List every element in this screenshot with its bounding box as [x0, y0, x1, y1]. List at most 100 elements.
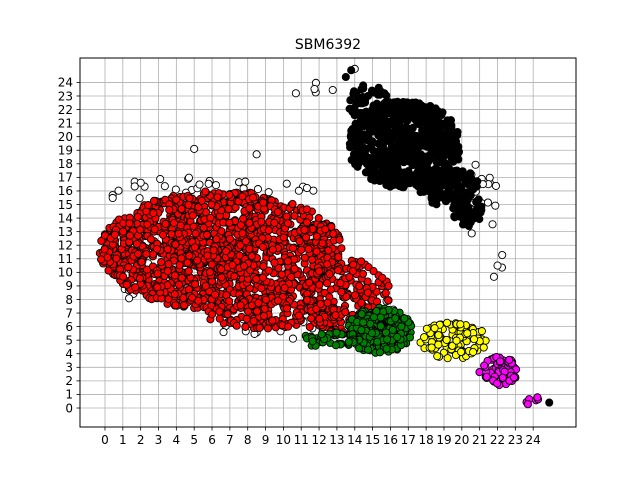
data-point — [232, 321, 241, 330]
data-point — [384, 296, 393, 305]
y-tick-label: 22 — [58, 103, 73, 117]
data-point — [259, 198, 268, 207]
data-point — [294, 186, 303, 195]
data-point — [376, 313, 385, 322]
y-tick-label: 3 — [65, 361, 73, 375]
data-point — [302, 183, 312, 193]
y-tick-label: 4 — [65, 347, 73, 361]
data-point — [156, 175, 165, 184]
data-point — [288, 244, 298, 253]
data-point — [174, 280, 184, 289]
data-point — [523, 400, 532, 409]
data-point — [125, 231, 135, 240]
data-point — [433, 148, 442, 157]
data-point — [132, 239, 141, 249]
data-point — [359, 84, 368, 93]
data-point — [217, 273, 226, 282]
data-point — [475, 368, 484, 377]
data-point — [442, 335, 451, 344]
y-tick-label: 24 — [58, 76, 73, 90]
data-point — [331, 311, 340, 320]
data-point — [253, 307, 262, 316]
data-point — [177, 204, 186, 213]
data-point — [395, 121, 404, 130]
data-point — [393, 180, 402, 189]
data-point — [288, 334, 298, 343]
data-point — [375, 348, 385, 357]
data-point — [225, 190, 234, 199]
data-point — [308, 255, 317, 264]
data-point — [498, 250, 507, 260]
data-point — [347, 66, 356, 75]
data-point — [379, 164, 388, 173]
chart-title: SBM6392 — [295, 37, 361, 53]
x-tick-label: 1 — [119, 433, 127, 447]
data-point — [433, 352, 442, 361]
data-point — [191, 229, 200, 238]
data-point — [420, 333, 429, 342]
data-point — [283, 257, 292, 266]
data-point — [334, 266, 343, 275]
data-point — [158, 230, 168, 239]
data-point — [163, 267, 172, 276]
data-point — [245, 204, 254, 213]
data-point — [393, 333, 402, 342]
data-point — [253, 185, 263, 194]
data-point — [209, 246, 218, 255]
data-point — [282, 212, 291, 221]
y-tick-label: 1 — [65, 388, 73, 402]
data-point — [326, 285, 335, 294]
data-point — [241, 237, 250, 246]
x-tick-label: 24 — [526, 433, 541, 447]
data-point — [205, 268, 215, 277]
data-point — [463, 329, 472, 338]
data-point — [224, 204, 233, 214]
data-point — [171, 240, 180, 249]
data-point — [206, 213, 215, 222]
data-point — [149, 209, 158, 218]
data-point — [355, 344, 364, 353]
x-tick-label: 18 — [418, 433, 433, 447]
data-point — [314, 214, 323, 223]
data-point — [223, 310, 232, 319]
data-point — [445, 177, 454, 186]
data-point — [183, 258, 192, 267]
data-point — [312, 232, 321, 241]
data-point — [353, 162, 362, 171]
data-point — [294, 311, 304, 320]
data-point — [316, 300, 325, 309]
data-point — [357, 298, 366, 307]
data-point — [284, 322, 293, 331]
data-point — [489, 272, 499, 281]
x-tick-label: 4 — [173, 433, 181, 447]
data-point — [125, 219, 134, 228]
data-point — [164, 260, 173, 269]
data-point — [307, 314, 316, 323]
data-point — [247, 252, 256, 261]
data-point — [131, 283, 140, 292]
x-tick-label: 11 — [294, 433, 309, 447]
data-point — [444, 120, 453, 129]
data-point — [125, 294, 134, 303]
y-tick-label: 9 — [65, 279, 73, 293]
data-point — [217, 265, 226, 274]
data-point — [369, 313, 379, 322]
data-point — [456, 347, 466, 356]
y-tick-label: 0 — [65, 401, 73, 415]
data-point — [457, 200, 466, 209]
data-point — [130, 182, 139, 191]
data-point — [469, 348, 478, 357]
data-point — [361, 157, 370, 166]
data-point — [331, 341, 340, 350]
data-point — [496, 357, 505, 366]
y-tick-label: 16 — [58, 184, 73, 198]
data-point — [369, 267, 378, 276]
data-point — [153, 244, 162, 253]
y-tick-label: 10 — [58, 266, 73, 280]
data-point — [270, 218, 279, 227]
x-tick-label: 2 — [137, 433, 145, 447]
data-point — [201, 281, 210, 290]
data-point — [393, 133, 402, 142]
data-point — [422, 114, 431, 123]
data-point — [258, 273, 267, 282]
